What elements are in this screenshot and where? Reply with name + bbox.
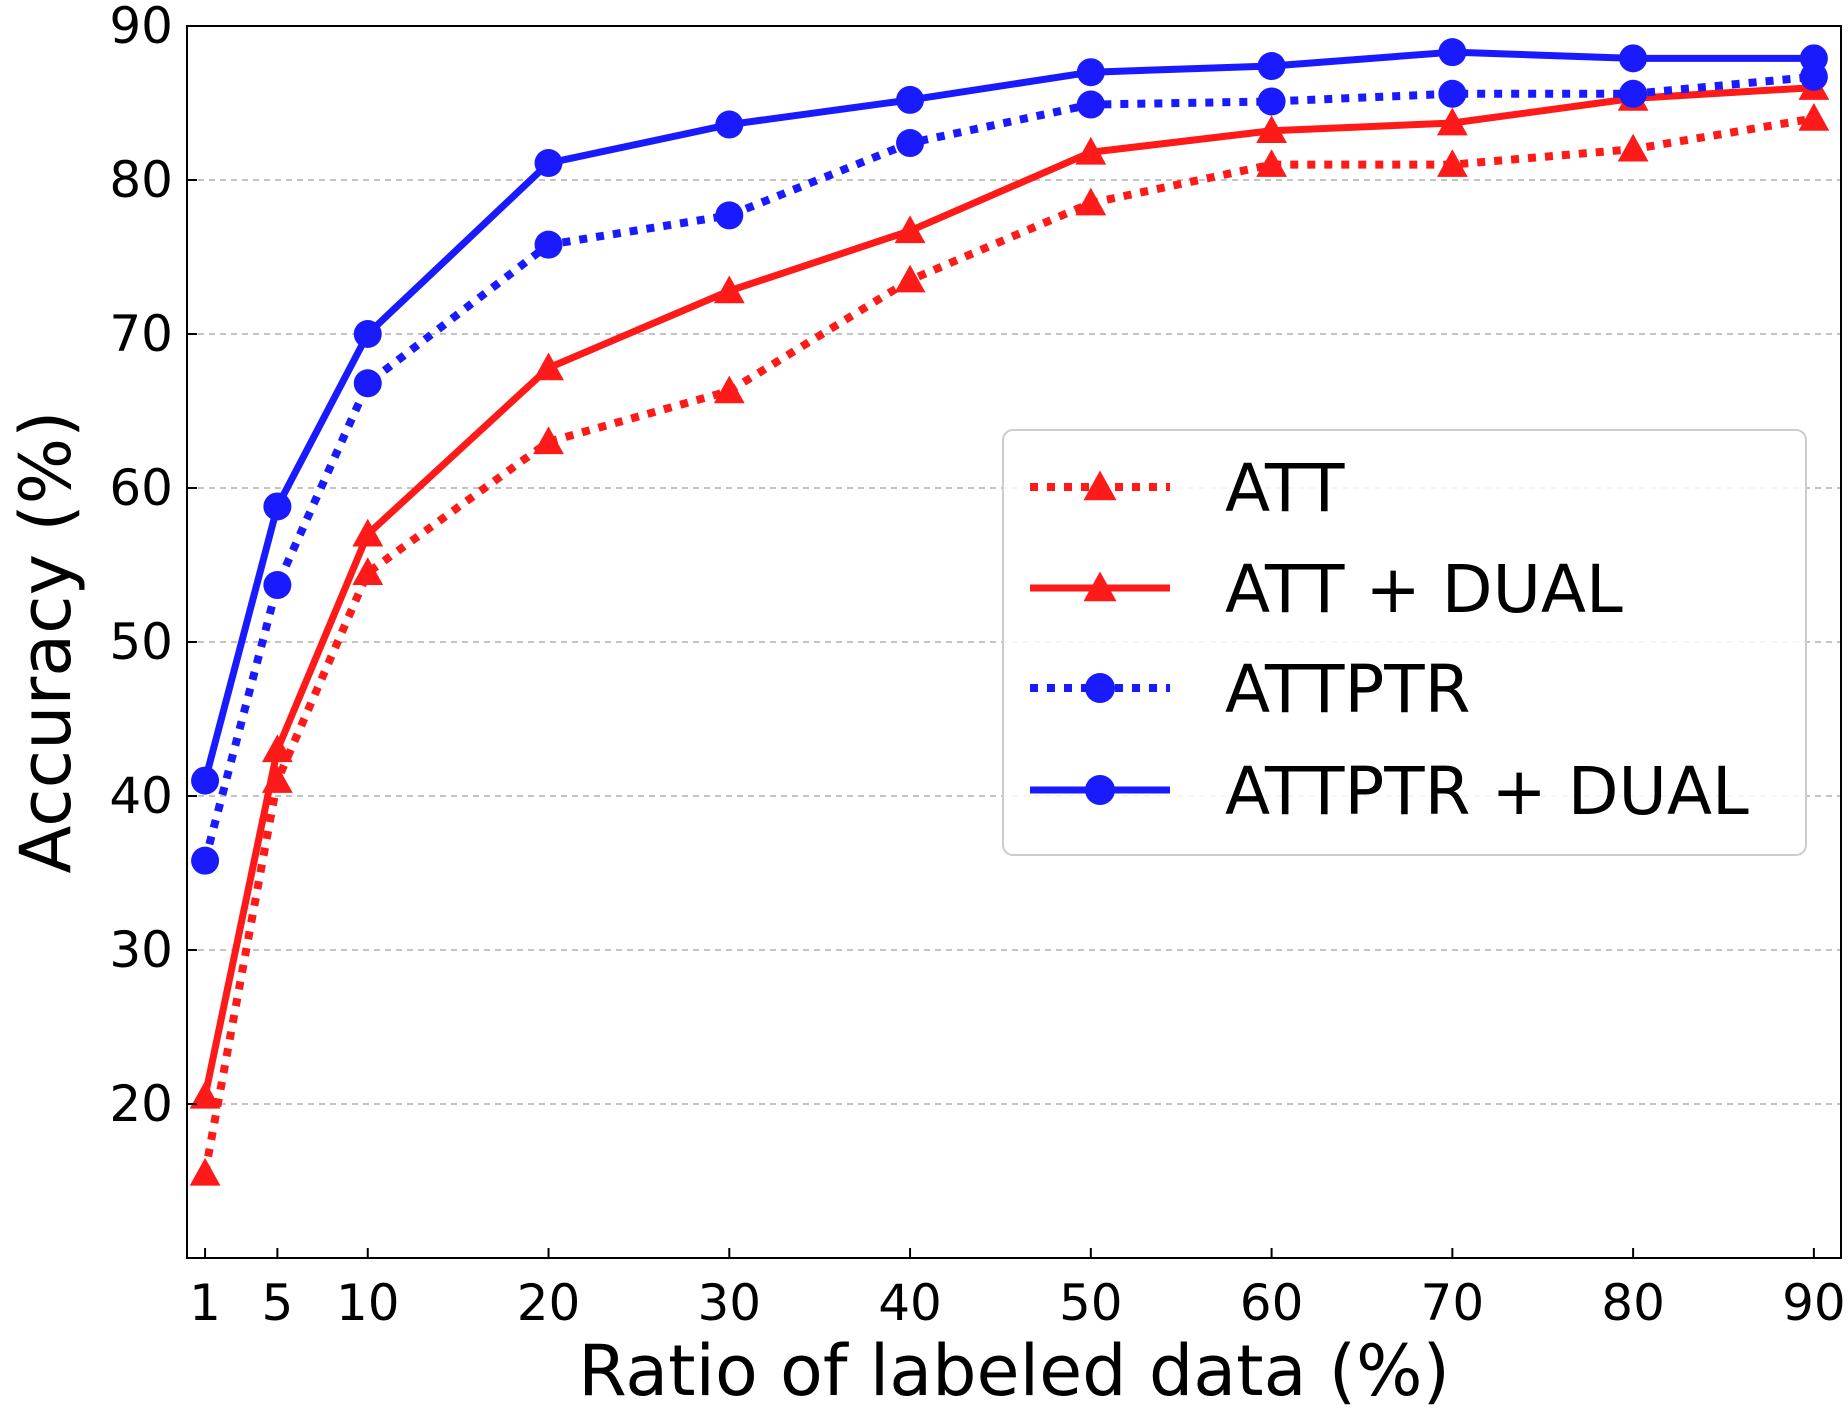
x-tick-label: 40 — [878, 1274, 942, 1332]
data-point — [1436, 107, 1468, 136]
data-point — [896, 129, 925, 158]
data-point — [715, 110, 744, 139]
legend: ATT ATT + DUAL ATTPTR ATTPTR + DUAL — [1002, 429, 1807, 856]
x-axis-label: Ratio of labeled data (%) — [578, 1330, 1450, 1412]
data-point — [534, 149, 563, 178]
x-tick-label: 5 — [261, 1274, 293, 1332]
data-point — [1799, 44, 1828, 73]
data-point — [1798, 103, 1830, 131]
data-point — [533, 426, 564, 455]
data-point — [353, 320, 382, 348]
axis-ticks: 20 30 40 50 60 70 80 90 1 5 10 20 30 40 50 60 70 80 90 — [109, 0, 1845, 1332]
x-tick-label: 70 — [1421, 1274, 1485, 1332]
data-point — [894, 215, 926, 244]
data-point — [1075, 187, 1107, 216]
y-tick-label: 90 — [109, 0, 173, 55]
legend-item: ATTPTR — [1030, 651, 1470, 728]
legend-marker — [1083, 571, 1117, 602]
series-line — [201, 114, 1815, 1175]
data-point — [1438, 79, 1467, 108]
x-tick-label: 30 — [697, 1274, 761, 1332]
legend-item: ATT — [1030, 450, 1345, 527]
y-tick-label: 50 — [109, 613, 173, 671]
data-point — [263, 492, 292, 521]
data-point — [352, 557, 384, 586]
y-tick-label: 40 — [109, 767, 173, 825]
x-tick-label: 90 — [1782, 1274, 1846, 1332]
data-point — [1436, 149, 1468, 177]
y-tick-label: 20 — [109, 1075, 173, 1133]
data-point — [894, 264, 926, 293]
x-tick-label: 50 — [1059, 1274, 1123, 1332]
data-point — [189, 1157, 221, 1186]
data-point — [533, 352, 564, 381]
x-tick-label: 10 — [336, 1274, 400, 1332]
x-tick-label: 80 — [1601, 1274, 1665, 1332]
y-axis-label: Accuracy (%) — [5, 411, 87, 874]
legend-item: ATTPTR + DUAL — [1030, 753, 1749, 830]
y-tick-label: 60 — [109, 459, 173, 517]
data-point — [1619, 79, 1648, 108]
data-point — [1257, 52, 1286, 81]
data-point — [353, 369, 382, 398]
y-tick-label: 30 — [109, 921, 173, 979]
data-point — [261, 734, 293, 763]
legend-marker — [1085, 673, 1115, 703]
legend-box — [1002, 429, 1807, 856]
data-point — [534, 230, 563, 259]
legend-item: ATT + DUAL — [1030, 551, 1623, 628]
data-point — [1075, 136, 1107, 165]
legend-marker — [1083, 470, 1117, 501]
series-att — [189, 103, 1830, 1186]
data-point — [715, 201, 744, 230]
legend-label: ATTPTR — [1225, 651, 1470, 728]
data-point — [713, 375, 745, 404]
legend-label: ATTPTR + DUAL — [1225, 753, 1749, 830]
x-tick-label: 20 — [517, 1274, 581, 1332]
data-point — [1076, 58, 1105, 87]
data-point — [1438, 38, 1467, 67]
data-point — [1257, 87, 1286, 116]
data-point — [1617, 133, 1649, 162]
x-tick-label: 60 — [1240, 1274, 1304, 1332]
data-point — [352, 518, 384, 547]
legend-label: ATT + DUAL — [1225, 551, 1623, 628]
data-point — [191, 846, 220, 875]
legend-label: ATT — [1225, 450, 1345, 527]
data-point — [189, 1080, 221, 1109]
y-tick-label: 70 — [109, 305, 173, 363]
series-group — [189, 38, 1830, 1186]
data-point — [713, 275, 745, 304]
data-point — [1076, 90, 1105, 119]
data-point — [1256, 115, 1287, 144]
y-tick-label: 80 — [109, 151, 173, 209]
series-attptr — [191, 62, 1828, 875]
x-tick-label: 1 — [189, 1274, 221, 1332]
data-point — [1619, 44, 1648, 73]
legend-marker — [1085, 775, 1115, 805]
data-point — [263, 571, 292, 600]
data-point — [1256, 149, 1287, 177]
series-attptr-dual — [191, 38, 1828, 795]
data-point — [191, 766, 220, 795]
data-point — [896, 85, 925, 114]
